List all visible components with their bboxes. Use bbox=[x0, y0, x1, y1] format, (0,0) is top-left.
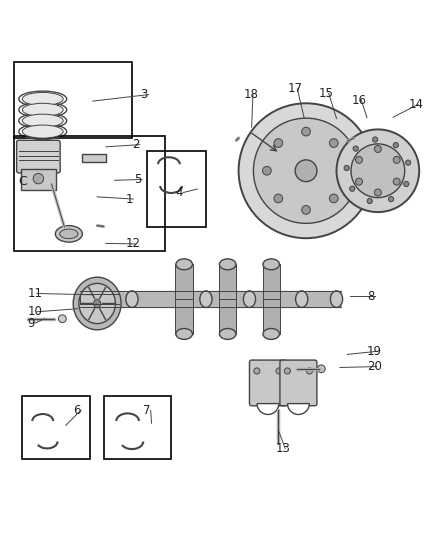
Ellipse shape bbox=[200, 291, 212, 308]
FancyBboxPatch shape bbox=[250, 360, 286, 406]
Circle shape bbox=[254, 368, 260, 374]
Ellipse shape bbox=[219, 259, 236, 270]
Bar bbox=[262, 264, 280, 299]
Text: 2: 2 bbox=[132, 138, 139, 151]
Circle shape bbox=[307, 368, 313, 374]
Circle shape bbox=[262, 166, 271, 175]
Bar bbox=[147, 151, 206, 228]
Circle shape bbox=[318, 365, 325, 373]
Circle shape bbox=[367, 198, 372, 204]
Circle shape bbox=[353, 146, 358, 151]
Text: 14: 14 bbox=[408, 98, 423, 111]
Ellipse shape bbox=[219, 328, 236, 340]
Ellipse shape bbox=[263, 259, 279, 270]
Circle shape bbox=[356, 178, 363, 185]
Text: 11: 11 bbox=[28, 287, 42, 300]
Text: 17: 17 bbox=[288, 83, 303, 95]
Text: 9: 9 bbox=[28, 317, 35, 329]
Circle shape bbox=[389, 197, 394, 202]
Circle shape bbox=[274, 139, 283, 148]
Circle shape bbox=[276, 368, 282, 374]
Text: 13: 13 bbox=[276, 442, 290, 455]
Ellipse shape bbox=[263, 328, 279, 340]
Ellipse shape bbox=[126, 291, 138, 308]
Ellipse shape bbox=[79, 284, 116, 324]
Ellipse shape bbox=[254, 118, 359, 223]
Ellipse shape bbox=[244, 291, 255, 308]
Wedge shape bbox=[288, 403, 309, 415]
Ellipse shape bbox=[60, 229, 78, 239]
Text: 18: 18 bbox=[244, 88, 258, 101]
Bar bbox=[104, 396, 171, 459]
Circle shape bbox=[344, 165, 349, 171]
Bar bbox=[262, 299, 280, 334]
Bar bbox=[176, 264, 193, 299]
Text: 19: 19 bbox=[367, 345, 382, 358]
Text: 10: 10 bbox=[28, 305, 42, 318]
Text: 8: 8 bbox=[367, 289, 374, 303]
Text: C: C bbox=[18, 175, 27, 188]
Circle shape bbox=[329, 194, 338, 203]
Text: 6: 6 bbox=[73, 403, 81, 417]
Circle shape bbox=[302, 206, 311, 214]
Circle shape bbox=[284, 368, 290, 374]
Ellipse shape bbox=[296, 291, 308, 308]
Circle shape bbox=[393, 156, 400, 163]
FancyBboxPatch shape bbox=[17, 140, 60, 173]
Ellipse shape bbox=[336, 130, 419, 212]
Ellipse shape bbox=[22, 92, 63, 106]
Text: 3: 3 bbox=[141, 88, 148, 101]
Bar bbox=[219, 264, 237, 299]
Ellipse shape bbox=[22, 125, 63, 138]
Ellipse shape bbox=[176, 328, 192, 340]
Ellipse shape bbox=[58, 315, 66, 322]
Circle shape bbox=[350, 186, 355, 191]
Bar bbox=[176, 299, 193, 334]
Circle shape bbox=[404, 181, 409, 187]
Text: 12: 12 bbox=[125, 237, 141, 251]
Ellipse shape bbox=[351, 144, 405, 198]
Text: 4: 4 bbox=[176, 186, 183, 199]
Circle shape bbox=[372, 137, 378, 142]
Circle shape bbox=[302, 127, 311, 136]
Circle shape bbox=[393, 178, 400, 185]
Wedge shape bbox=[257, 403, 279, 415]
Ellipse shape bbox=[73, 277, 121, 330]
Ellipse shape bbox=[176, 259, 192, 270]
Bar bbox=[219, 299, 237, 334]
Circle shape bbox=[374, 146, 381, 152]
Bar bbox=[14, 62, 132, 138]
Bar bbox=[21, 169, 56, 190]
Bar bbox=[14, 136, 165, 251]
Text: 5: 5 bbox=[134, 173, 141, 186]
Circle shape bbox=[374, 189, 381, 196]
Ellipse shape bbox=[94, 299, 101, 308]
Circle shape bbox=[33, 173, 44, 184]
Text: 15: 15 bbox=[319, 87, 334, 100]
Bar bbox=[82, 154, 106, 162]
Bar bbox=[22, 396, 90, 459]
Text: 7: 7 bbox=[143, 403, 150, 417]
Text: 1: 1 bbox=[125, 192, 133, 206]
Ellipse shape bbox=[239, 103, 374, 238]
Circle shape bbox=[406, 160, 411, 165]
Circle shape bbox=[341, 166, 350, 175]
Circle shape bbox=[295, 160, 317, 182]
FancyBboxPatch shape bbox=[280, 360, 317, 406]
Ellipse shape bbox=[330, 291, 343, 308]
Circle shape bbox=[356, 156, 363, 163]
Ellipse shape bbox=[22, 103, 63, 116]
Text: 20: 20 bbox=[367, 360, 382, 373]
Circle shape bbox=[329, 139, 338, 148]
Circle shape bbox=[274, 194, 283, 203]
Text: 16: 16 bbox=[352, 94, 367, 107]
Ellipse shape bbox=[22, 114, 63, 127]
Circle shape bbox=[393, 142, 399, 148]
Ellipse shape bbox=[55, 225, 82, 242]
